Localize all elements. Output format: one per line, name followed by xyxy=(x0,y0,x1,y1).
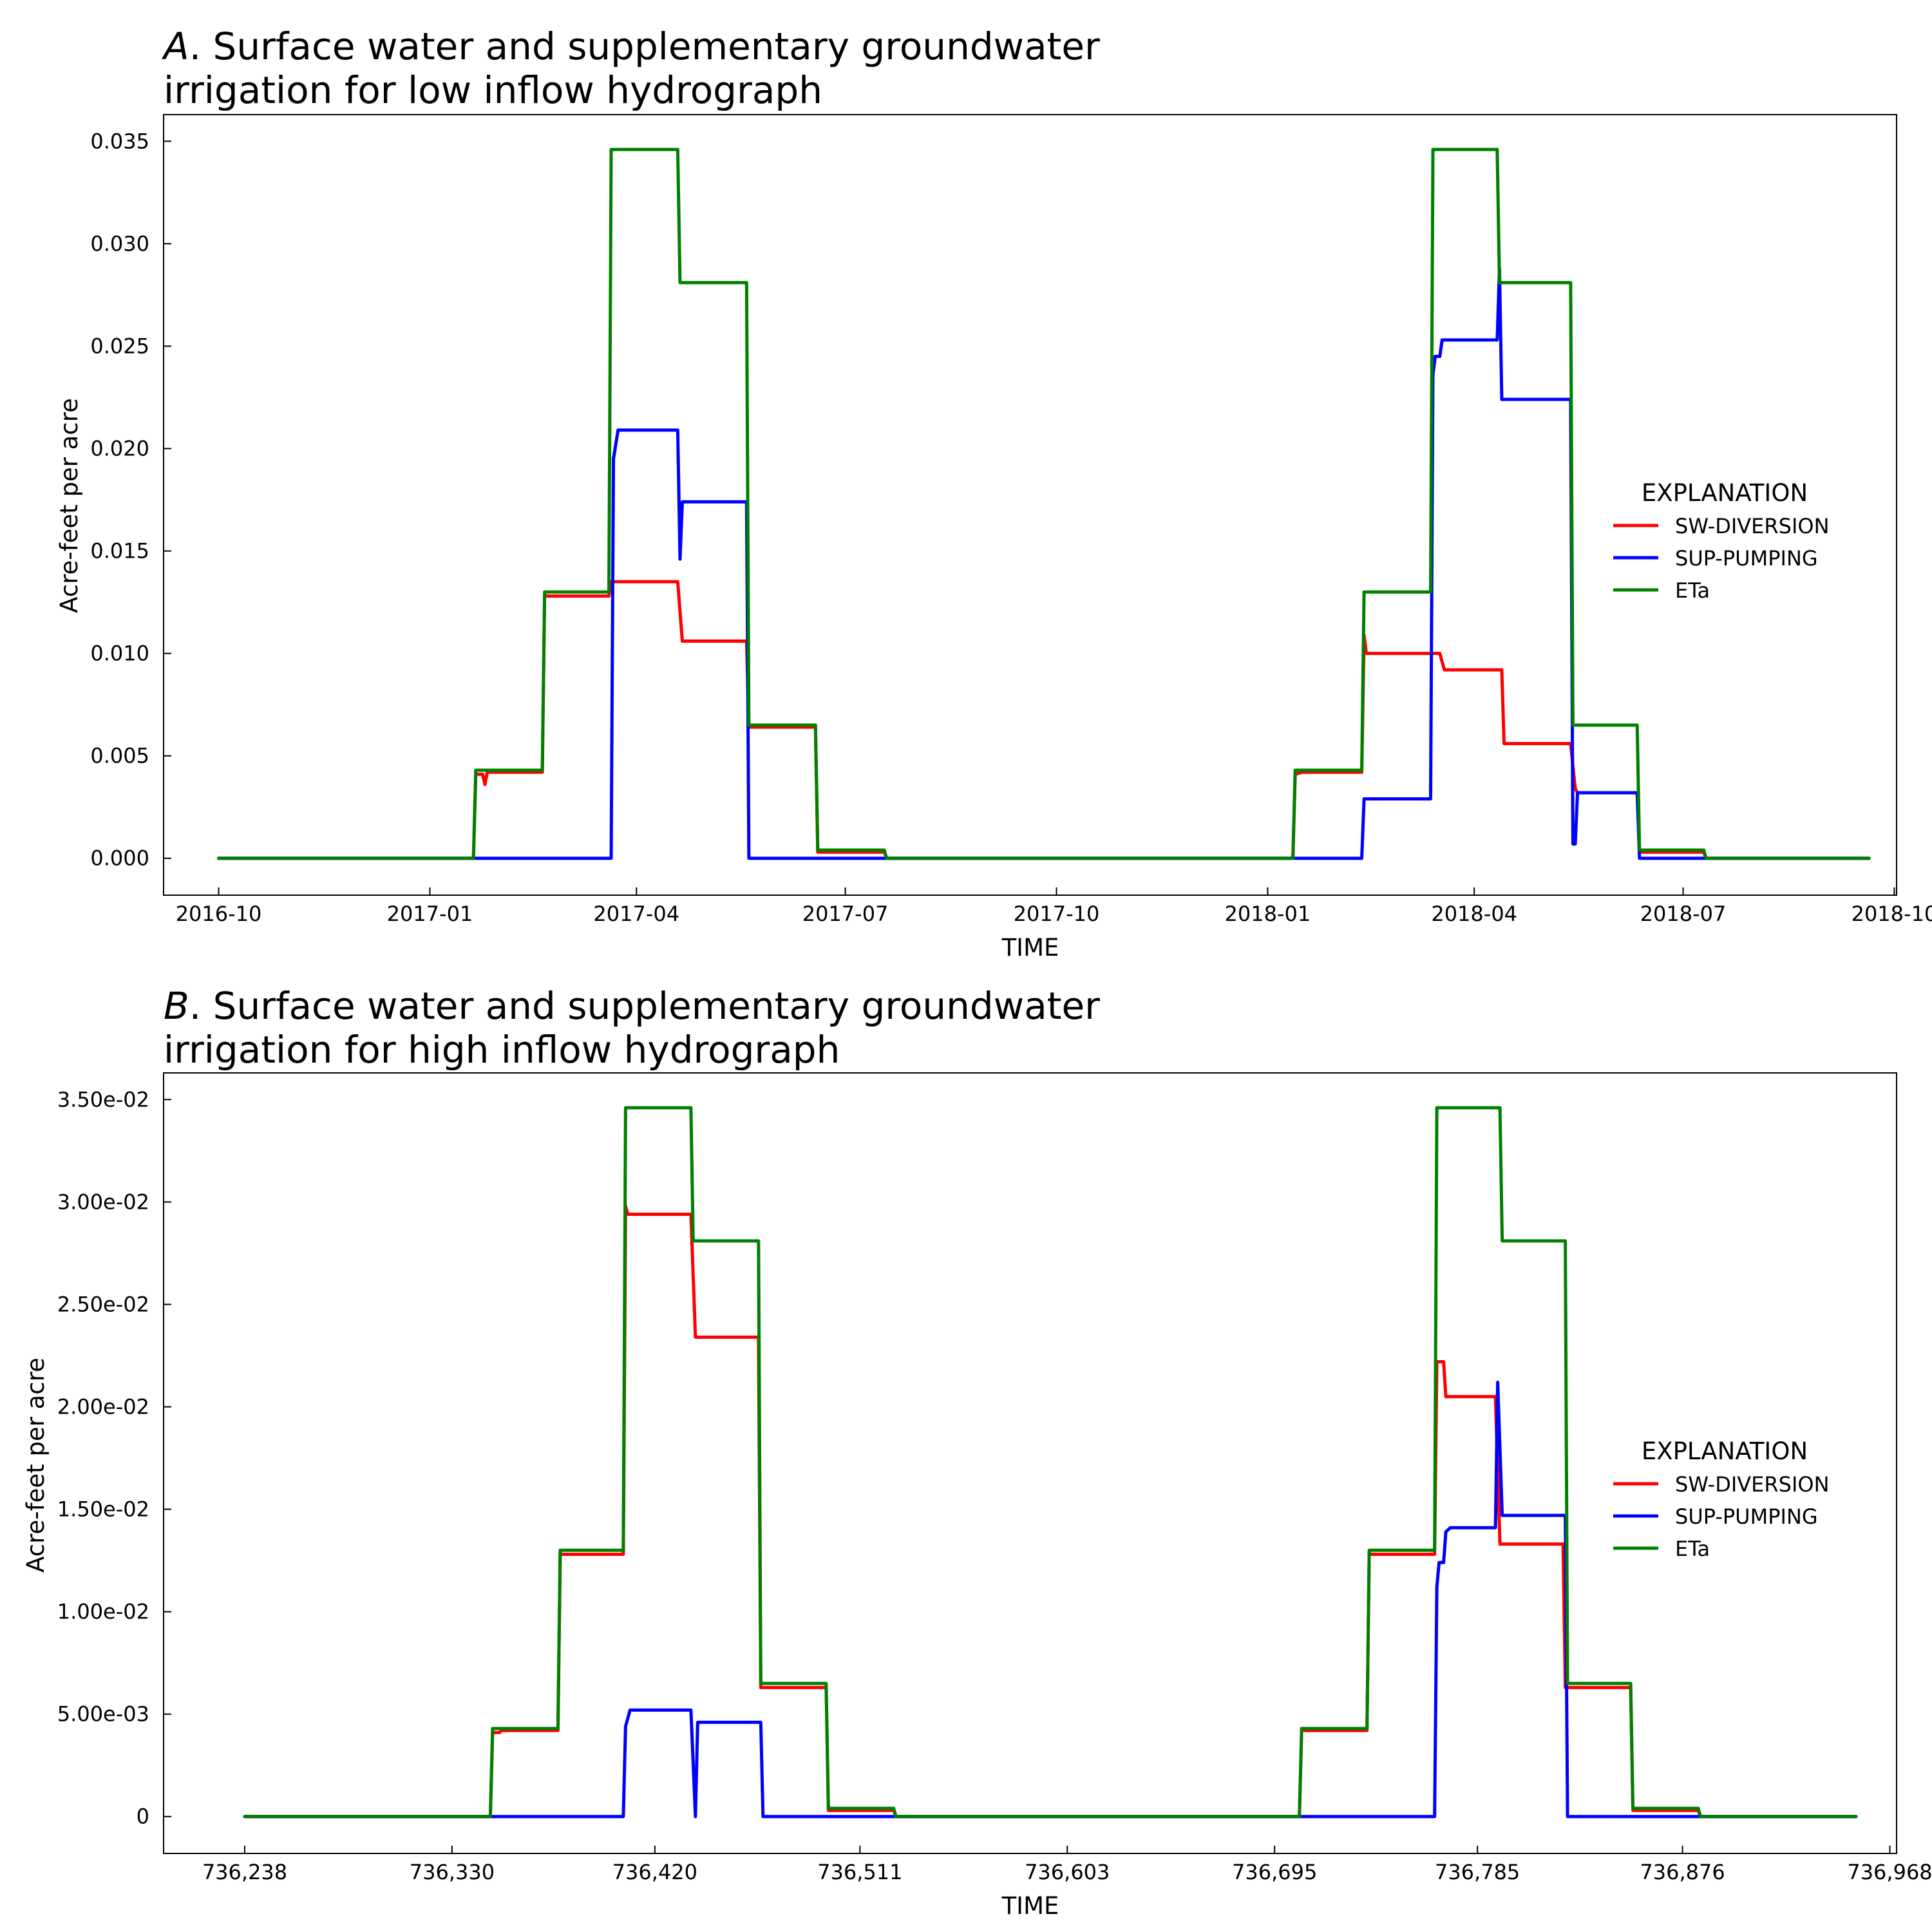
panel-b-title-italic: B xyxy=(164,984,189,1028)
panel-b-y-tick-label: 2.00e-02 xyxy=(57,1395,149,1419)
panel-a-y-tick-label: 0.005 xyxy=(90,744,149,768)
panel-b-x-tick-label: 736,968 xyxy=(1847,1860,1932,1884)
panel-b-x-tick-label: 736,876 xyxy=(1640,1860,1725,1884)
panel-b-legend-title: EXPLANATION xyxy=(1642,1437,1808,1465)
panel-b-legend-label-eta: ETa xyxy=(1675,1537,1710,1561)
panel-a-title-rest: . Surface water and supplementary ground… xyxy=(189,24,1100,68)
panel-b-x-axis-label: TIME xyxy=(1001,1892,1059,1920)
panel-b-y-tick-label: 5.00e-03 xyxy=(57,1702,149,1727)
panel-a-x-tick-label: 2017-04 xyxy=(593,902,679,926)
panel-a-x-axis-label: TIME xyxy=(1001,934,1059,961)
panel-b-plot-area: 736,238 736,330 736,420 736,511 736,603 736,6… xyxy=(57,1072,1932,1884)
panel-b-y-tick-label: 2.50e-02 xyxy=(57,1292,149,1316)
panel-a-x-tick-label: 2017-10 xyxy=(1014,902,1100,926)
panel-b-y-tick-label: 1.50e-02 xyxy=(57,1497,149,1522)
panel-a-y-tick-label: 0.025 xyxy=(90,334,149,358)
panel-b-title-line2: irrigation for high inflow hydrograph xyxy=(164,1028,840,1072)
panel-b-x-tick-label: 736,695 xyxy=(1232,1860,1317,1884)
panel-a-series-line-eta xyxy=(217,147,1871,860)
panel-b-y-tick-label: 0 xyxy=(137,1804,149,1829)
panel-a-axes-frame xyxy=(163,114,1897,896)
panel-a: A. Surface water and supplementary groun… xyxy=(55,24,1932,961)
panel-b-legend: EXPLANATION SW-DIVERSION SUP-PUMPING ETa xyxy=(1613,1437,1830,1561)
panel-a-y-tick-label: 0.035 xyxy=(90,129,149,153)
panel-a-plot-area: 2016-10 2017-01 2017-04 2017-07 2017-10 2018-… xyxy=(90,114,1932,926)
panel-a-legend-label-eta: ETa xyxy=(1675,578,1710,603)
panel-a-series-line-sup-pumping xyxy=(217,267,1871,860)
panel-a-y-axis-label: Acre-feet per acre xyxy=(55,398,83,613)
panel-b-x-tick-label: 736,420 xyxy=(612,1860,697,1884)
panel-a-legend-label-sw-diversion: SW-DIVERSION xyxy=(1675,514,1830,538)
panel-a-y-tick-label: 0.010 xyxy=(90,641,149,666)
panel-b-title-line1: B. Surface water and supplementary groun… xyxy=(164,984,1100,1028)
panel-b-y-tick-label: 3.00e-02 xyxy=(57,1189,149,1214)
panel-a-y-tick-label: 0.020 xyxy=(90,437,149,461)
panel-b-series-line-sup-pumping xyxy=(243,1380,1858,1819)
panel-a-y-tick-label: 0.015 xyxy=(90,539,149,564)
panel-b-y-tick-label: 1.00e-02 xyxy=(57,1600,149,1624)
panel-a-legend-title: EXPLANATION xyxy=(1642,479,1808,507)
panel-a-legend: EXPLANATION SW-DIVERSION SUP-PUMPING ETa xyxy=(1613,479,1830,603)
panel-a-series-line-sw-diversion xyxy=(217,580,1871,860)
panel-b-y-axis-label: Acre-feet per acre xyxy=(22,1358,50,1573)
panel-b-axes-frame xyxy=(163,1072,1897,1854)
panel-a-title-line2: irrigation for low inflow hydrograph xyxy=(164,68,822,112)
panel-a-legend-label-sup-pumping: SUP-PUMPING xyxy=(1675,546,1818,571)
panel-b: B. Surface water and supplementary groun… xyxy=(22,984,1932,1920)
panel-b-x-tick-label: 736,238 xyxy=(202,1860,287,1884)
panel-a-x-tick-label: 2017-01 xyxy=(387,902,473,926)
panel-a-x-tick-label: 2017-07 xyxy=(802,902,889,926)
panel-b-y-tick-label: 3.50e-02 xyxy=(57,1087,149,1112)
panel-b-x-tick-label: 736,603 xyxy=(1025,1860,1110,1884)
panel-b-series-line-sw-diversion xyxy=(243,1204,1858,1819)
panel-a-y-tick-label: 0.000 xyxy=(90,846,149,871)
panel-a-title-line1: A. Surface water and supplementary groun… xyxy=(161,24,1100,68)
panel-a-x-tick-label: 2018-01 xyxy=(1225,902,1311,926)
panel-b-legend-label-sw-diversion: SW-DIVERSION xyxy=(1675,1472,1830,1497)
panel-a-x-tick-label: 2018-10 xyxy=(1852,902,1932,926)
panel-a-x-tick-label: 2018-07 xyxy=(1640,902,1727,926)
panel-a-x-tick-label: 2018-04 xyxy=(1431,902,1517,926)
panel-b-x-tick-label: 736,785 xyxy=(1435,1860,1520,1884)
panel-b-series-line-eta xyxy=(243,1106,1858,1819)
panel-b-x-tick-label: 736,511 xyxy=(817,1860,902,1884)
panel-b-title-rest: . Surface water and supplementary ground… xyxy=(189,984,1100,1028)
panel-a-x-tick-label: 2016-10 xyxy=(176,902,262,926)
panel-b-x-tick-label: 736,330 xyxy=(410,1860,495,1884)
panel-a-title-italic: A xyxy=(161,24,189,68)
panel-b-legend-label-sup-pumping: SUP-PUMPING xyxy=(1675,1504,1818,1529)
panel-a-y-tick-label: 0.030 xyxy=(90,231,149,256)
